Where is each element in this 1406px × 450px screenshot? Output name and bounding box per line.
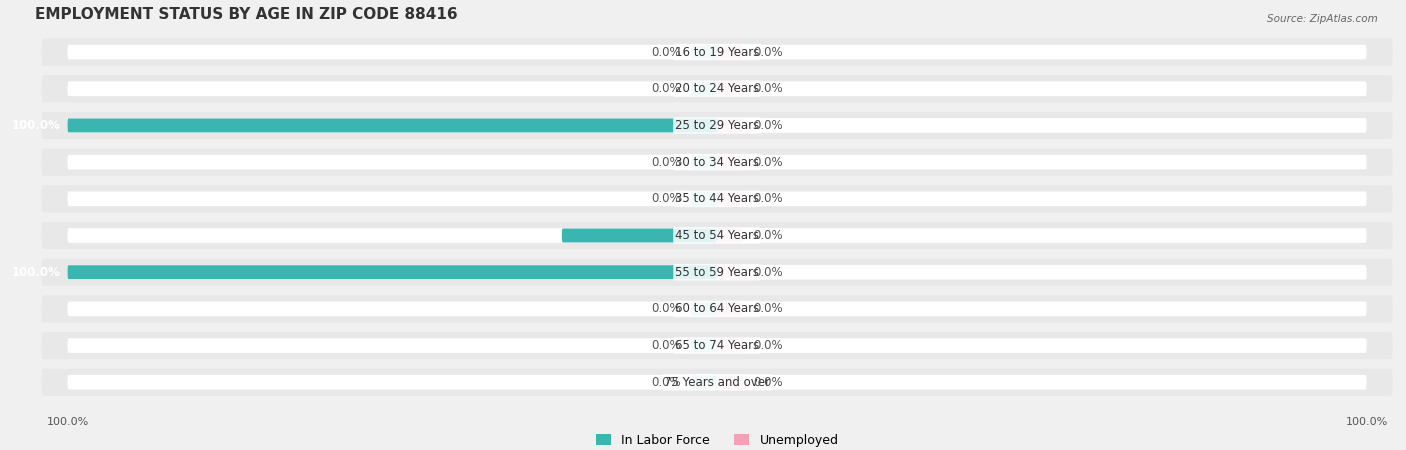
Text: 0.0%: 0.0% (752, 339, 782, 352)
Text: 20 to 24 Years: 20 to 24 Years (675, 82, 759, 95)
Text: 0.0%: 0.0% (652, 156, 682, 169)
FancyBboxPatch shape (42, 259, 1392, 286)
Text: 0.0%: 0.0% (652, 82, 682, 95)
Text: 45 to 54 Years: 45 to 54 Years (675, 229, 759, 242)
Text: 0.0%: 0.0% (752, 376, 782, 389)
FancyBboxPatch shape (42, 112, 1392, 139)
Text: 0.0%: 0.0% (752, 119, 782, 132)
FancyBboxPatch shape (692, 338, 717, 352)
Text: 0.0%: 0.0% (752, 192, 782, 205)
Text: 25 to 29 Years: 25 to 29 Years (675, 119, 759, 132)
FancyBboxPatch shape (67, 118, 1367, 133)
FancyBboxPatch shape (717, 375, 742, 389)
Text: 100.0%: 100.0% (13, 119, 60, 132)
FancyBboxPatch shape (717, 265, 742, 279)
FancyBboxPatch shape (692, 155, 717, 169)
FancyBboxPatch shape (717, 155, 742, 169)
FancyBboxPatch shape (67, 375, 1367, 390)
Text: 23.9%: 23.9% (515, 229, 555, 242)
Text: 35 to 44 Years: 35 to 44 Years (675, 192, 759, 205)
Legend: In Labor Force, Unemployed: In Labor Force, Unemployed (596, 434, 838, 447)
Text: 0.0%: 0.0% (652, 302, 682, 315)
FancyBboxPatch shape (42, 185, 1392, 212)
FancyBboxPatch shape (42, 39, 1392, 66)
FancyBboxPatch shape (42, 222, 1392, 249)
Text: 0.0%: 0.0% (752, 266, 782, 279)
Text: 0.0%: 0.0% (652, 376, 682, 389)
FancyBboxPatch shape (692, 82, 717, 96)
Text: 0.0%: 0.0% (752, 82, 782, 95)
Text: 55 to 59 Years: 55 to 59 Years (675, 266, 759, 279)
Text: Source: ZipAtlas.com: Source: ZipAtlas.com (1267, 14, 1378, 23)
Text: 100.0%: 100.0% (1346, 417, 1388, 427)
FancyBboxPatch shape (717, 302, 742, 316)
FancyBboxPatch shape (692, 192, 717, 206)
FancyBboxPatch shape (42, 148, 1392, 176)
FancyBboxPatch shape (42, 295, 1392, 323)
Text: 0.0%: 0.0% (752, 229, 782, 242)
FancyBboxPatch shape (67, 45, 1367, 59)
Text: EMPLOYMENT STATUS BY AGE IN ZIP CODE 88416: EMPLOYMENT STATUS BY AGE IN ZIP CODE 884… (35, 7, 458, 22)
FancyBboxPatch shape (67, 265, 1367, 279)
Text: 16 to 19 Years: 16 to 19 Years (675, 45, 759, 58)
Text: 0.0%: 0.0% (652, 192, 682, 205)
FancyBboxPatch shape (67, 228, 1367, 243)
Text: 100.0%: 100.0% (13, 266, 60, 279)
Text: 75 Years and over: 75 Years and over (664, 376, 770, 389)
FancyBboxPatch shape (717, 118, 742, 132)
Text: 30 to 34 Years: 30 to 34 Years (675, 156, 759, 169)
FancyBboxPatch shape (692, 375, 717, 389)
Text: 0.0%: 0.0% (752, 156, 782, 169)
Text: 0.0%: 0.0% (652, 339, 682, 352)
FancyBboxPatch shape (67, 302, 1367, 316)
Text: 60 to 64 Years: 60 to 64 Years (675, 302, 759, 315)
FancyBboxPatch shape (67, 338, 1367, 353)
FancyBboxPatch shape (67, 118, 717, 132)
FancyBboxPatch shape (717, 229, 742, 243)
Text: 0.0%: 0.0% (752, 302, 782, 315)
FancyBboxPatch shape (562, 229, 717, 243)
FancyBboxPatch shape (42, 332, 1392, 359)
FancyBboxPatch shape (717, 82, 742, 96)
FancyBboxPatch shape (67, 155, 1367, 170)
FancyBboxPatch shape (42, 369, 1392, 396)
FancyBboxPatch shape (717, 338, 742, 352)
Text: 65 to 74 Years: 65 to 74 Years (675, 339, 759, 352)
FancyBboxPatch shape (42, 75, 1392, 102)
Text: 0.0%: 0.0% (752, 45, 782, 58)
FancyBboxPatch shape (717, 192, 742, 206)
FancyBboxPatch shape (717, 45, 742, 59)
FancyBboxPatch shape (67, 81, 1367, 96)
Text: 0.0%: 0.0% (652, 45, 682, 58)
FancyBboxPatch shape (692, 302, 717, 316)
Text: 100.0%: 100.0% (46, 417, 89, 427)
FancyBboxPatch shape (692, 45, 717, 59)
FancyBboxPatch shape (67, 265, 717, 279)
FancyBboxPatch shape (67, 192, 1367, 206)
